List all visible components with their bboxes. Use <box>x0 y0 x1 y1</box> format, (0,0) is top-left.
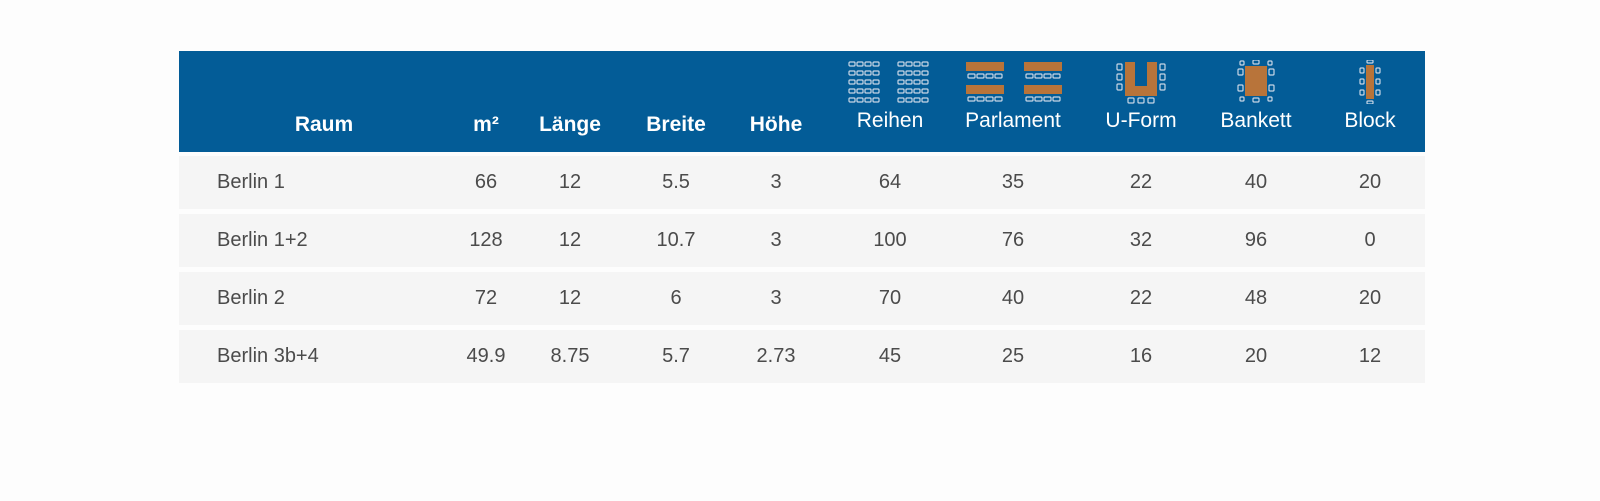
cell-laenge: 12 <box>558 229 582 251</box>
cell-reihen: 100 <box>873 229 907 251</box>
cell-hoehe: 3 <box>770 229 782 251</box>
cell-bankett: 40 <box>1244 171 1268 193</box>
cell-laenge: 8.75 <box>550 345 590 367</box>
header-label-parlament: Parlament <box>965 109 1061 132</box>
cell-block: 20 <box>1358 287 1382 309</box>
cell-parlament: 35 <box>1001 171 1025 193</box>
cell-m2: 72 <box>474 287 498 309</box>
header-label-bankett: Bankett <box>1220 109 1292 132</box>
cell-parlament: 25 <box>1001 345 1025 367</box>
cell-breite: 5.5 <box>662 171 690 193</box>
cell-bankett: 20 <box>1244 345 1268 367</box>
header-label-m2: m² <box>473 113 499 136</box>
theater-seating-icon <box>848 61 929 103</box>
table-row: Berlin 1 66 12 5.5 3 64 35 22 40 20 <box>179 156 1425 209</box>
header-label-block: Block <box>1344 109 1396 132</box>
header-label-raum: Raum <box>294 113 354 136</box>
cell-hoehe: 2.73 <box>756 345 796 367</box>
cell-bankett: 96 <box>1244 229 1268 251</box>
cell-parlament: 40 <box>1001 287 1025 309</box>
table-body: Berlin 1 66 12 5.5 3 64 35 22 40 20 Berlin 1+2 128 1… <box>179 156 1425 383</box>
cell-raum: Berlin 3b+4 <box>217 345 319 367</box>
cell-m2: 128 <box>469 229 503 251</box>
cell-laenge: 12 <box>558 171 582 193</box>
cell-reihen: 70 <box>878 287 902 309</box>
header-laenge: Länge <box>515 51 625 152</box>
header-label-hoehe: Höhe <box>749 113 803 136</box>
cell-bankett: 48 <box>1244 287 1268 309</box>
cell-hoehe: 3 <box>770 171 782 193</box>
cell-block: 0 <box>1364 229 1376 251</box>
cell-uform: 22 <box>1129 287 1153 309</box>
header-hoehe: Höhe <box>721 51 831 152</box>
cell-uform: 16 <box>1129 345 1153 367</box>
cell-uform: 22 <box>1129 171 1153 193</box>
cell-breite: 6 <box>670 287 682 309</box>
cell-raum: Berlin 1 <box>217 171 285 193</box>
banquet-seating-icon <box>1237 60 1275 103</box>
table-row: Berlin 1+2 128 12 10.7 3 100 76 32 96 0 <box>179 214 1425 267</box>
header-block: Block <box>1315 51 1425 152</box>
cell-raum: Berlin 1+2 <box>217 229 308 251</box>
header-m2: m² <box>441 51 531 152</box>
header-parlament: Parlament <box>945 51 1081 152</box>
header-label-breite: Breite <box>646 113 706 136</box>
header-uform: U-Form <box>1086 51 1196 152</box>
cell-parlament: 76 <box>1001 229 1025 251</box>
header-label-uform: U-Form <box>1105 109 1177 132</box>
header-label-reihen: Reihen <box>856 109 924 132</box>
table-header: Raum m² Länge Breite Höhe <box>179 51 1425 152</box>
classroom-seating-icon <box>966 62 1062 102</box>
header-breite: Breite <box>621 51 731 152</box>
capacity-table: Raum m² Länge Breite Höhe <box>179 51 1425 383</box>
cell-hoehe: 3 <box>770 287 782 309</box>
table-row: Berlin 2 72 12 6 3 70 40 22 48 20 <box>179 272 1425 325</box>
table-row: Berlin 3b+4 49.9 8.75 5.7 2.73 45 25 16 20 12 <box>179 330 1425 383</box>
cell-breite: 5.7 <box>662 345 690 367</box>
block-seating-icon <box>1359 60 1381 104</box>
cell-block: 20 <box>1358 171 1382 193</box>
u-shape-seating-icon <box>1116 62 1166 104</box>
header-reihen: Reihen <box>825 51 955 152</box>
cell-breite: 10.7 <box>656 229 696 251</box>
cell-uform: 32 <box>1129 229 1153 251</box>
cell-block: 12 <box>1358 345 1382 367</box>
cell-m2: 49.9 <box>466 345 506 367</box>
cell-raum: Berlin 2 <box>217 287 285 309</box>
header-bankett: Bankett <box>1201 51 1311 152</box>
header-label-laenge: Länge <box>539 113 601 136</box>
cell-reihen: 64 <box>878 171 902 193</box>
cell-laenge: 12 <box>558 287 582 309</box>
cell-reihen: 45 <box>878 345 902 367</box>
cell-m2: 66 <box>474 171 498 193</box>
header-raum: Raum <box>179 51 469 152</box>
